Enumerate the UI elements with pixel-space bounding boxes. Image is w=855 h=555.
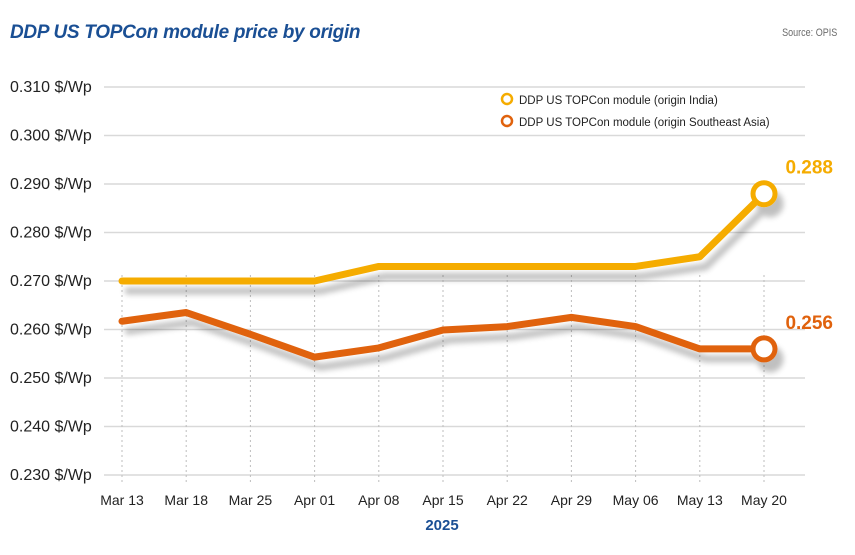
y-tick-label: 0.280 $/Wp xyxy=(10,225,92,242)
x-tick-label: Apr 22 xyxy=(487,492,528,508)
y-tick-label: 0.310 $/Wp xyxy=(10,79,92,96)
y-axis-labels: 0.310 $/Wp 0.300 $/Wp 0.290 $/Wp 0.280 $/Wp… xyxy=(10,79,92,484)
x-tick-label: Apr 29 xyxy=(551,492,592,508)
y-tick-label: 0.250 $/Wp xyxy=(10,370,92,387)
series-group: 0.288 0.256 xyxy=(118,158,833,363)
legend-india-label: DDP US TOPCon module (origin India) xyxy=(519,95,718,107)
x-tick-label: Apr 01 xyxy=(294,492,335,508)
end-value-label: 0.256 xyxy=(785,313,833,334)
end-value-label: 0.288 xyxy=(785,158,833,179)
legend: DDP US TOPCon module (origin India) DDP … xyxy=(500,92,770,129)
x-tick-label: May 13 xyxy=(677,492,723,508)
series-southeast-asia xyxy=(118,309,778,363)
x-tick-label: May 06 xyxy=(613,492,659,508)
x-tick-label: Mar 13 xyxy=(100,492,144,508)
y-tick-label: 0.270 $/Wp xyxy=(10,273,92,290)
series-line xyxy=(118,190,768,285)
y-tick-label: 0.230 $/Wp xyxy=(10,467,92,484)
end-point-marker xyxy=(750,180,778,208)
chart-title: DDP US TOPCon module price by origin xyxy=(10,22,361,43)
legend-sea-label: DDP US TOPCon module (origin Southeast A… xyxy=(519,117,770,129)
x-tick-label: May 20 xyxy=(741,492,787,508)
y-tick-label: 0.300 $/Wp xyxy=(10,128,92,145)
x-tick-label: Mar 25 xyxy=(229,492,273,508)
x-tick-label: Mar 18 xyxy=(164,492,208,508)
x-tick-label: Apr 15 xyxy=(422,492,463,508)
legend-india-marker xyxy=(500,92,514,106)
source-label: Source: OPIS xyxy=(781,27,837,39)
y-tick-label: 0.240 $/Wp xyxy=(10,419,92,436)
y-tick-label: 0.290 $/Wp xyxy=(10,176,92,193)
legend-sea-marker xyxy=(500,114,514,128)
y-tick-label: 0.260 $/Wp xyxy=(10,322,92,339)
x-axis-labels: Mar 13 Mar 18 Mar 25 Apr 01 Apr 08 Apr 15 Apr … xyxy=(100,492,787,508)
grid-lines xyxy=(104,86,805,476)
x-axis-title: 2025 xyxy=(425,517,458,534)
x-tick-label: Apr 08 xyxy=(358,492,399,508)
end-point-marker xyxy=(750,335,778,363)
